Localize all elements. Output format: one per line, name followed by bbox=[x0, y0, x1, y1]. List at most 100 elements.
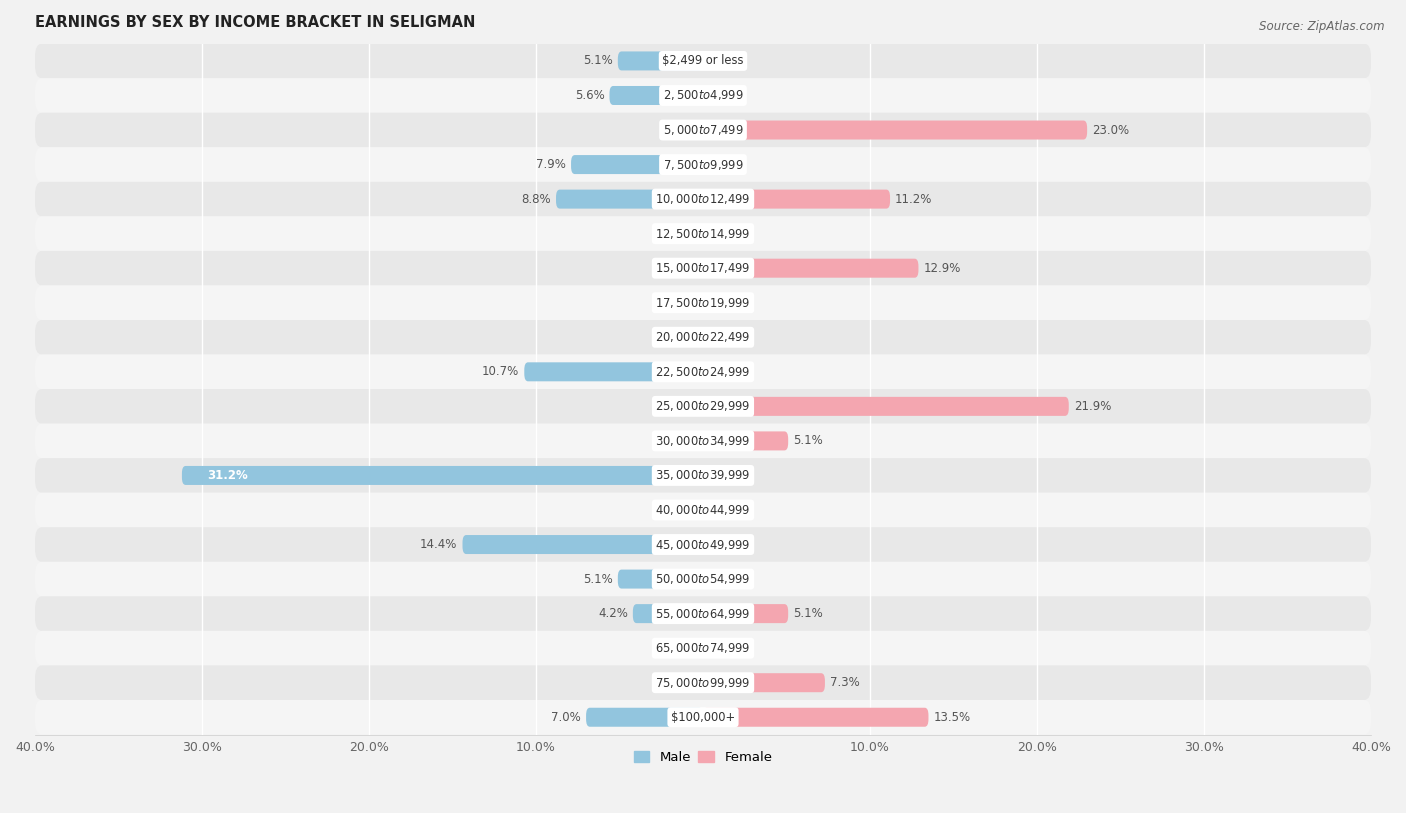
Text: 0.0%: 0.0% bbox=[668, 296, 697, 309]
FancyBboxPatch shape bbox=[35, 459, 1371, 493]
Text: 12.9%: 12.9% bbox=[924, 262, 960, 275]
FancyBboxPatch shape bbox=[463, 535, 703, 554]
FancyBboxPatch shape bbox=[35, 147, 1371, 182]
Text: $100,000+: $100,000+ bbox=[671, 711, 735, 724]
FancyBboxPatch shape bbox=[555, 189, 703, 209]
Text: $75,000 to $99,999: $75,000 to $99,999 bbox=[655, 676, 751, 689]
FancyBboxPatch shape bbox=[617, 570, 703, 589]
FancyBboxPatch shape bbox=[524, 363, 703, 381]
FancyBboxPatch shape bbox=[703, 120, 1087, 140]
Text: $2,500 to $4,999: $2,500 to $4,999 bbox=[662, 89, 744, 102]
Legend: Male, Female: Male, Female bbox=[628, 746, 778, 769]
Text: $40,000 to $44,999: $40,000 to $44,999 bbox=[655, 503, 751, 517]
FancyBboxPatch shape bbox=[35, 78, 1371, 113]
FancyBboxPatch shape bbox=[35, 251, 1371, 285]
Text: 10.7%: 10.7% bbox=[482, 365, 519, 378]
Text: $2,499 or less: $2,499 or less bbox=[662, 54, 744, 67]
FancyBboxPatch shape bbox=[35, 354, 1371, 389]
Text: 0.0%: 0.0% bbox=[709, 572, 738, 585]
Text: $45,000 to $49,999: $45,000 to $49,999 bbox=[655, 537, 751, 551]
Text: 0.0%: 0.0% bbox=[668, 331, 697, 344]
FancyBboxPatch shape bbox=[617, 51, 703, 71]
FancyBboxPatch shape bbox=[703, 673, 825, 692]
Text: 5.1%: 5.1% bbox=[793, 607, 823, 620]
FancyBboxPatch shape bbox=[35, 528, 1371, 562]
Text: 5.6%: 5.6% bbox=[575, 89, 605, 102]
Text: 0.0%: 0.0% bbox=[668, 227, 697, 240]
FancyBboxPatch shape bbox=[181, 466, 703, 485]
Text: Source: ZipAtlas.com: Source: ZipAtlas.com bbox=[1260, 20, 1385, 33]
Text: $20,000 to $22,499: $20,000 to $22,499 bbox=[655, 330, 751, 344]
FancyBboxPatch shape bbox=[571, 155, 703, 174]
FancyBboxPatch shape bbox=[609, 86, 703, 105]
FancyBboxPatch shape bbox=[35, 597, 1371, 631]
Text: $10,000 to $12,499: $10,000 to $12,499 bbox=[655, 192, 751, 207]
Text: 0.0%: 0.0% bbox=[709, 331, 738, 344]
FancyBboxPatch shape bbox=[35, 631, 1371, 665]
Text: 7.3%: 7.3% bbox=[830, 676, 859, 689]
Text: 0.0%: 0.0% bbox=[668, 503, 697, 516]
Text: $25,000 to $29,999: $25,000 to $29,999 bbox=[655, 399, 751, 413]
FancyBboxPatch shape bbox=[35, 182, 1371, 216]
Text: 4.2%: 4.2% bbox=[598, 607, 628, 620]
Text: 0.0%: 0.0% bbox=[668, 641, 697, 654]
FancyBboxPatch shape bbox=[35, 44, 1371, 78]
FancyBboxPatch shape bbox=[35, 216, 1371, 251]
Text: 13.5%: 13.5% bbox=[934, 711, 970, 724]
Text: 0.0%: 0.0% bbox=[709, 89, 738, 102]
FancyBboxPatch shape bbox=[35, 389, 1371, 424]
Text: 0.0%: 0.0% bbox=[709, 538, 738, 551]
Text: 0.0%: 0.0% bbox=[709, 227, 738, 240]
Text: $7,500 to $9,999: $7,500 to $9,999 bbox=[662, 158, 744, 172]
Text: 0.0%: 0.0% bbox=[709, 365, 738, 378]
FancyBboxPatch shape bbox=[35, 665, 1371, 700]
Text: 0.0%: 0.0% bbox=[668, 400, 697, 413]
Text: 0.0%: 0.0% bbox=[668, 124, 697, 137]
FancyBboxPatch shape bbox=[703, 432, 789, 450]
Text: $17,500 to $19,999: $17,500 to $19,999 bbox=[655, 296, 751, 310]
Text: 0.0%: 0.0% bbox=[668, 262, 697, 275]
Text: 5.1%: 5.1% bbox=[583, 54, 613, 67]
Text: EARNINGS BY SEX BY INCOME BRACKET IN SELIGMAN: EARNINGS BY SEX BY INCOME BRACKET IN SEL… bbox=[35, 15, 475, 30]
FancyBboxPatch shape bbox=[35, 285, 1371, 320]
FancyBboxPatch shape bbox=[703, 189, 890, 209]
Text: $22,500 to $24,999: $22,500 to $24,999 bbox=[655, 365, 751, 379]
Text: 0.0%: 0.0% bbox=[709, 641, 738, 654]
Text: 14.4%: 14.4% bbox=[420, 538, 457, 551]
Text: 0.0%: 0.0% bbox=[709, 296, 738, 309]
Text: 0.0%: 0.0% bbox=[668, 676, 697, 689]
FancyBboxPatch shape bbox=[633, 604, 703, 623]
Text: $65,000 to $74,999: $65,000 to $74,999 bbox=[655, 641, 751, 655]
Text: 11.2%: 11.2% bbox=[896, 193, 932, 206]
FancyBboxPatch shape bbox=[703, 604, 789, 623]
FancyBboxPatch shape bbox=[35, 700, 1371, 734]
Text: 0.0%: 0.0% bbox=[709, 503, 738, 516]
Text: 7.0%: 7.0% bbox=[551, 711, 581, 724]
Text: $15,000 to $17,499: $15,000 to $17,499 bbox=[655, 261, 751, 275]
Text: 23.0%: 23.0% bbox=[1092, 124, 1129, 137]
FancyBboxPatch shape bbox=[703, 259, 918, 278]
FancyBboxPatch shape bbox=[703, 708, 928, 727]
Text: $30,000 to $34,999: $30,000 to $34,999 bbox=[655, 434, 751, 448]
Text: 5.1%: 5.1% bbox=[793, 434, 823, 447]
FancyBboxPatch shape bbox=[703, 397, 1069, 416]
Text: 0.0%: 0.0% bbox=[668, 434, 697, 447]
FancyBboxPatch shape bbox=[586, 708, 703, 727]
Text: $55,000 to $64,999: $55,000 to $64,999 bbox=[655, 606, 751, 620]
Text: 0.0%: 0.0% bbox=[709, 54, 738, 67]
Text: 31.2%: 31.2% bbox=[207, 469, 247, 482]
Text: 0.0%: 0.0% bbox=[709, 469, 738, 482]
Text: 8.8%: 8.8% bbox=[522, 193, 551, 206]
Text: $50,000 to $54,999: $50,000 to $54,999 bbox=[655, 572, 751, 586]
Text: 0.0%: 0.0% bbox=[709, 158, 738, 171]
Text: $5,000 to $7,499: $5,000 to $7,499 bbox=[662, 123, 744, 137]
Text: $35,000 to $39,999: $35,000 to $39,999 bbox=[655, 468, 751, 482]
FancyBboxPatch shape bbox=[35, 320, 1371, 354]
Text: 21.9%: 21.9% bbox=[1074, 400, 1111, 413]
FancyBboxPatch shape bbox=[35, 493, 1371, 528]
FancyBboxPatch shape bbox=[35, 113, 1371, 147]
FancyBboxPatch shape bbox=[35, 562, 1371, 597]
Text: 7.9%: 7.9% bbox=[536, 158, 567, 171]
Text: $12,500 to $14,999: $12,500 to $14,999 bbox=[655, 227, 751, 241]
FancyBboxPatch shape bbox=[35, 424, 1371, 459]
